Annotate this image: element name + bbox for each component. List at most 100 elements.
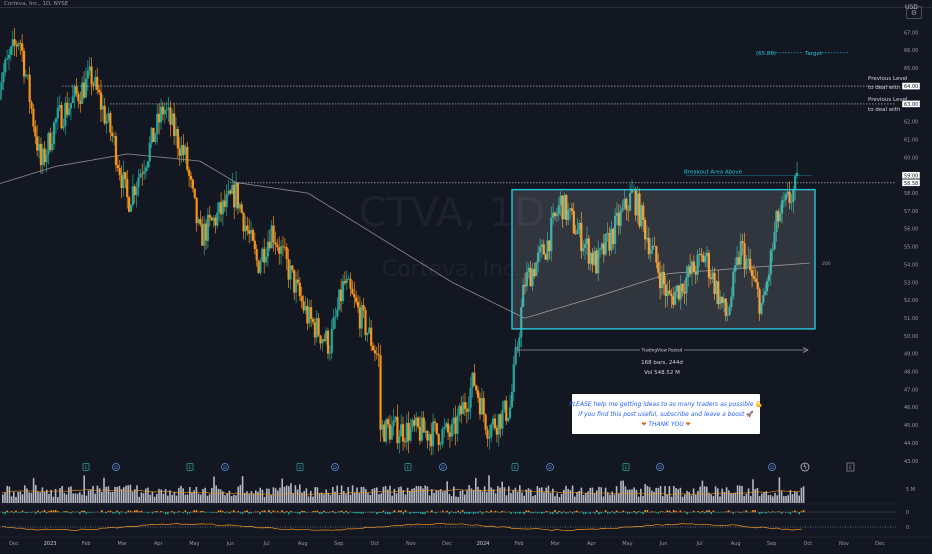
osc-hist-bar: [323, 511, 325, 513]
volume-bar: [506, 495, 508, 503]
osc-hist-bar: [57, 511, 59, 512]
x-tick-label: Nov: [839, 541, 849, 547]
candle-body: [100, 92, 102, 109]
candle-body: [190, 176, 192, 180]
earnings-icon: E: [625, 465, 628, 471]
candle-body: [423, 418, 425, 433]
volume-bar: [407, 488, 409, 503]
osc-hist-bar: [550, 512, 552, 514]
osc-hist-bar: [499, 512, 501, 513]
volume-bar: [94, 494, 96, 503]
candle-body: [207, 215, 209, 241]
y-tick-label: 46.00: [904, 405, 918, 411]
volume-bar: [446, 481, 448, 503]
volume-bar: [308, 496, 310, 503]
osc-hist-bar: [501, 511, 503, 512]
osc-hist-bar: [475, 512, 477, 513]
candle-body: [119, 168, 121, 175]
volume-bar: [394, 489, 396, 503]
candle-body: [383, 424, 385, 441]
volume-bar: [211, 488, 213, 503]
volume-bar: [416, 486, 418, 503]
candle-body: [154, 134, 156, 142]
osc-hist-bar: [629, 512, 631, 513]
candle-body: [254, 241, 256, 249]
osc-hist-bar: [596, 510, 598, 512]
candle-body: [402, 424, 404, 441]
osc-hist-bar: [273, 510, 275, 512]
volume-bar: [649, 487, 651, 503]
candle-body: [381, 424, 383, 429]
volume-bar: [312, 497, 314, 503]
osc-hist-bar: [66, 511, 68, 512]
volume-bar: [321, 493, 323, 503]
volume-bar: [330, 495, 332, 503]
volume-bar: [319, 493, 321, 503]
osc-hist-bar: [647, 510, 649, 512]
osc-hist-bar: [224, 512, 226, 513]
y-tick-label: 61.00: [904, 137, 918, 143]
osc-hist-bar: [125, 512, 127, 513]
osc-hist-bar: [281, 510, 283, 512]
osc-hist-bar: [424, 512, 426, 514]
osc-hist-bar: [666, 510, 668, 512]
earnings-icon: E: [514, 465, 517, 471]
candle-body: [445, 423, 447, 427]
candle-body: [389, 424, 391, 439]
osc-hist-bar: [90, 512, 92, 513]
osc-hist-bar: [627, 512, 629, 514]
osc-hist-bar: [72, 511, 74, 512]
candle-body: [438, 434, 440, 445]
volume-bar: [288, 486, 290, 503]
osc-hist-bar: [383, 511, 385, 513]
volume-bar: [9, 487, 11, 503]
volume-bar: [666, 494, 668, 503]
volume-bar: [622, 481, 624, 503]
candle-body: [122, 172, 124, 188]
osc-hist-bar: [759, 512, 761, 514]
osc-hist-bar: [42, 511, 44, 512]
volume-bar: [704, 486, 706, 503]
volume-bar: [105, 487, 107, 503]
x-tick-label: Oct: [804, 541, 813, 547]
volume-bar: [730, 493, 732, 503]
candle-body: [496, 428, 498, 435]
volume-bar: [781, 491, 783, 503]
volume-bar: [270, 495, 272, 503]
range-box: [512, 190, 815, 329]
volume-bar: [187, 495, 189, 503]
candle-body: [447, 423, 449, 432]
candle-body: [92, 84, 94, 85]
volume-bar: [501, 482, 503, 503]
candle-body: [162, 107, 164, 115]
volume-bar: [473, 491, 475, 503]
candle-body: [451, 424, 453, 437]
volume-bar: [306, 488, 308, 503]
volume-bar: [110, 492, 112, 503]
osc-hist-bar: [477, 512, 479, 514]
candle-body: [115, 136, 117, 165]
dividend-icon: D: [548, 465, 552, 471]
volume-bar: [24, 485, 26, 503]
candle-body: [289, 266, 291, 280]
volume-bar: [581, 488, 583, 503]
candle-body: [25, 75, 27, 77]
candle-body: [404, 441, 406, 442]
candle-body: [44, 148, 46, 162]
volume-bar: [787, 495, 789, 503]
candle-body: [310, 307, 312, 319]
earnings-icon: E: [85, 465, 88, 471]
candle-body: [38, 144, 40, 151]
candle-body: [17, 43, 19, 46]
candle-body: [278, 247, 280, 253]
volume-bar: [92, 486, 94, 503]
osc-hist-bar: [330, 512, 332, 513]
settings-icon[interactable]: ⚙: [906, 6, 922, 19]
osc-hist-bar: [796, 512, 798, 513]
candle-body: [471, 373, 473, 388]
volume-bar: [356, 487, 358, 503]
osc-hist-bar: [378, 512, 380, 513]
osc-hist-bar: [336, 512, 338, 513]
